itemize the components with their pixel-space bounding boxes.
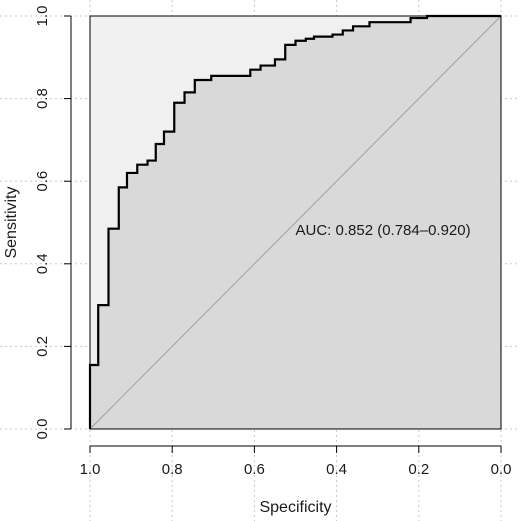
x-tick-label: 0.0 <box>491 461 512 478</box>
y-tick-label: 0.6 <box>34 171 51 192</box>
x-tick-label: 0.4 <box>326 461 347 478</box>
y-tick-label: 1.0 <box>34 6 51 27</box>
y-axis-title: Sensitivity <box>3 186 20 258</box>
x-axis-title: Specificity <box>259 499 331 516</box>
x-tick-label: 1.0 <box>80 461 101 478</box>
plot-border <box>89 15 502 430</box>
y-tick-label: 0.4 <box>34 253 51 274</box>
y-tick-label: 0.8 <box>34 88 51 109</box>
x-tick-label: 0.8 <box>162 461 183 478</box>
x-tick-label: 0.2 <box>408 461 429 478</box>
y-axis: 0.0 0.2 0.4 0.6 0.8 1.0 <box>34 6 72 440</box>
auc-annotation: AUC: 0.852 (0.784–0.920) <box>296 222 471 239</box>
y-tick-label: 0.2 <box>34 336 51 357</box>
x-tick-label: 0.6 <box>244 461 265 478</box>
roc-curve-line <box>88 14 501 429</box>
reference-diagonal-line <box>89 15 502 430</box>
y-tick-label: 0.0 <box>34 419 51 440</box>
x-axis: 1.0 0.8 0.6 0.4 0.2 0.0 <box>80 445 512 478</box>
